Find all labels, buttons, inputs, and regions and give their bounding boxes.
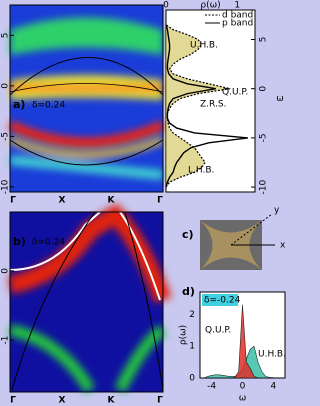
y-label: ω <box>276 94 284 104</box>
annotation: δ=0.24 <box>32 101 65 111</box>
annotation: L.H.B. <box>188 166 214 176</box>
annotation: U.H.B. <box>190 41 218 51</box>
line <box>165 24 248 188</box>
annotation: Q.U.P. <box>222 88 248 98</box>
area <box>203 304 282 379</box>
heatmap-a <box>8 5 165 192</box>
x-tick-label: -4 <box>207 382 216 392</box>
panel-label: b) <box>13 235 26 248</box>
x-label: ω <box>239 394 247 404</box>
legend-label: d band <box>222 11 253 21</box>
panel-label: c) <box>182 228 194 241</box>
annotation: Q.U.P. <box>205 326 231 336</box>
y-tick-label: 0 <box>1 268 11 274</box>
x-tick-label: 1 <box>234 1 240 11</box>
y-label: ρ(ω) <box>179 325 189 345</box>
y-tick-label: 5 <box>1 32 11 38</box>
x-tick-label: K <box>108 396 116 406</box>
axis-label: y <box>274 206 280 216</box>
panel-label: d) <box>182 285 195 298</box>
y-tick-label: -5 <box>1 132 11 141</box>
x-tick-label: X <box>59 196 66 206</box>
frame <box>9 4 164 193</box>
x-label: ρ(ω) <box>200 1 220 11</box>
annotation: δ=-0.24 <box>204 296 241 306</box>
y-tick-label: 0 <box>259 86 269 92</box>
y-tick-label: 2 <box>189 310 195 320</box>
x-tick-label: K <box>108 196 116 206</box>
y-tick-label: 1 <box>189 342 195 352</box>
x-tick-label: 4 <box>271 382 277 392</box>
legend-label: p band <box>222 19 253 29</box>
y-tick-label: 0 <box>189 374 195 384</box>
annotation: U.H.B. <box>258 350 286 360</box>
y-tick-label: -5 <box>259 133 269 142</box>
x-tick-label: 0 <box>240 382 246 392</box>
panel-label: a) <box>13 98 25 111</box>
y-tick-label: 0 <box>1 83 11 89</box>
annotation-box <box>202 294 238 306</box>
y-tick-label: -10 <box>1 179 11 194</box>
annotation: δ=0.24 <box>32 238 65 248</box>
line <box>165 24 231 188</box>
x-tick-label: 0 <box>163 1 169 11</box>
y-tick-label: 5 <box>259 37 269 43</box>
axis-label: x <box>280 241 286 251</box>
area <box>166 24 231 188</box>
annotation: Z.R.S. <box>200 100 226 110</box>
x-tick-label: Γ <box>10 196 16 206</box>
y-tick-label: -10 <box>259 179 269 194</box>
diagram-c <box>200 213 275 270</box>
frame <box>9 211 164 393</box>
y-tick-label: -1 <box>1 336 11 345</box>
x-tick-label: X <box>59 396 66 406</box>
x-tick-label: Γ <box>157 196 163 206</box>
x-tick-label: Γ <box>157 396 163 406</box>
heatmap-b <box>8 203 172 394</box>
x-tick-label: Γ <box>10 396 16 406</box>
